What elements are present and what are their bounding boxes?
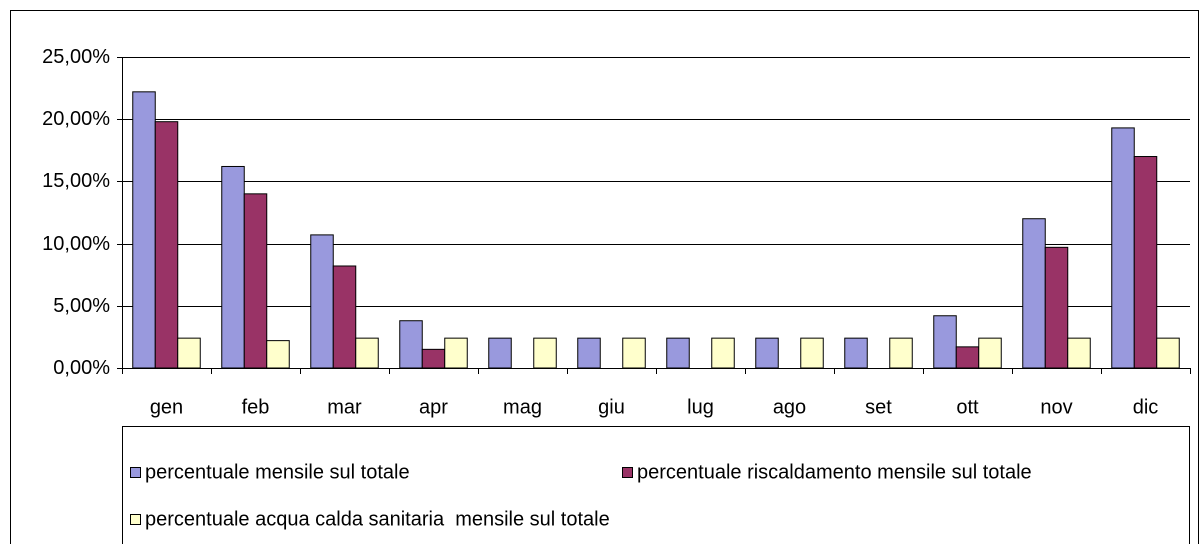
bar [177, 337, 201, 369]
bar [800, 337, 824, 369]
legend-box [122, 426, 1190, 544]
bar [221, 165, 245, 369]
bar [1022, 218, 1046, 369]
bar [1156, 337, 1180, 369]
bar [622, 337, 646, 369]
bar [310, 234, 334, 369]
x-tick-label: feb [242, 396, 270, 418]
bar [355, 337, 379, 369]
legend-label: percentuale mensile sul totale [145, 461, 410, 483]
y-tick-label: 0,00% [53, 357, 110, 379]
bar [132, 91, 156, 369]
bar [955, 346, 980, 369]
x-tick-label: lug [687, 396, 714, 418]
y-tick-label: 15,00% [42, 170, 110, 192]
bar [844, 337, 868, 369]
y-tick-label: 10,00% [42, 233, 110, 255]
bar [889, 337, 913, 369]
bar [1133, 156, 1158, 369]
bar [266, 340, 290, 369]
x-tick-label: dic [1133, 396, 1159, 418]
legend-swatch [130, 514, 141, 525]
x-tick-label: set [865, 396, 892, 418]
x-tick-label: ago [773, 396, 806, 418]
bar [533, 337, 557, 369]
bar [1067, 337, 1091, 369]
x-tick-label: giu [598, 396, 625, 418]
legend-swatch [130, 467, 141, 478]
bar [666, 337, 690, 369]
legend-swatch [622, 467, 633, 478]
bar [154, 121, 179, 369]
bar [444, 337, 468, 369]
y-tick-label: 5,00% [53, 295, 110, 317]
bar [577, 337, 601, 369]
bar [933, 315, 957, 369]
bar [332, 265, 357, 369]
x-tick-label: ott [956, 396, 979, 418]
x-tick-label: mar [327, 396, 362, 418]
y-tick-label: 20,00% [42, 108, 110, 130]
bar [1044, 246, 1069, 369]
x-tick-label: nov [1040, 396, 1072, 418]
bar [243, 193, 268, 369]
bar [421, 348, 446, 369]
x-tick-label: apr [419, 396, 448, 418]
x-tick-label: mag [503, 396, 542, 418]
bar [755, 337, 779, 369]
legend-label: percentuale acqua calda sanitaria mensil… [145, 508, 610, 530]
bar [978, 337, 1002, 369]
legend-label: percentuale riscaldamento mensile sul to… [637, 461, 1032, 483]
y-tick-label: 25,00% [42, 46, 110, 68]
x-tick-label: gen [150, 396, 183, 418]
bar [399, 320, 423, 369]
bar [711, 337, 735, 369]
bar [1111, 127, 1135, 369]
bar [488, 337, 512, 369]
